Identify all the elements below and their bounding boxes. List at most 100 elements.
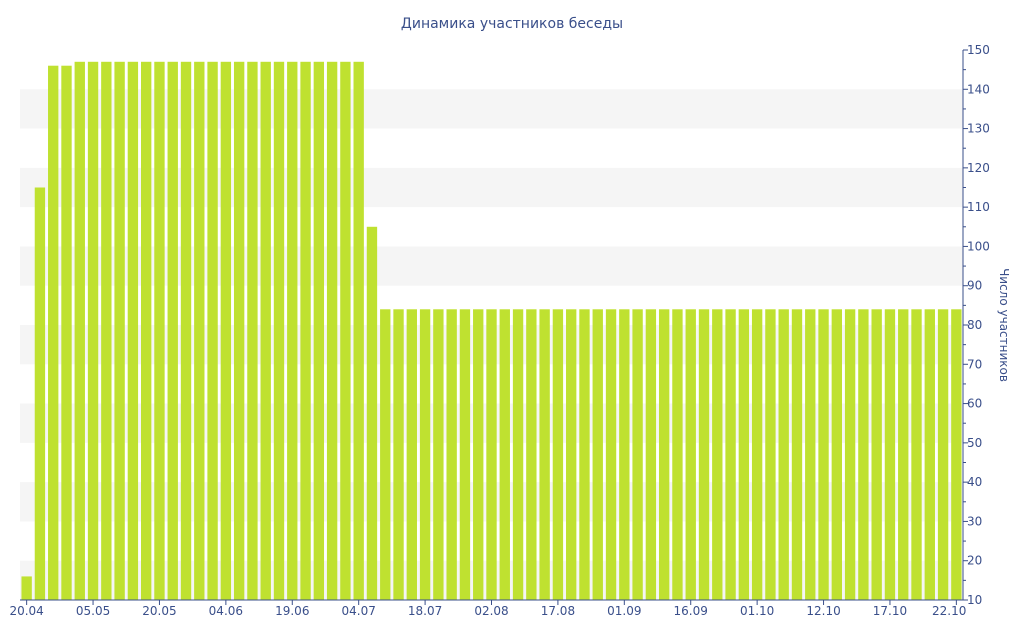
bar xyxy=(380,309,391,600)
x-tick-label: 01.09 xyxy=(607,604,641,618)
bar xyxy=(884,309,896,600)
bar xyxy=(167,61,178,601)
x-tick-label: 04.06 xyxy=(209,604,243,618)
x-tick-label: 22.10 xyxy=(932,604,966,618)
bar xyxy=(287,61,298,601)
bar xyxy=(340,61,351,601)
bar xyxy=(844,309,856,600)
bar xyxy=(459,309,471,600)
x-tick-label: 02.08 xyxy=(474,604,508,618)
bar xyxy=(61,65,72,600)
bar xyxy=(698,309,710,600)
bar xyxy=(393,309,404,600)
bar xyxy=(220,61,232,601)
y-tick-label: 20 xyxy=(967,554,982,568)
bar xyxy=(486,309,497,600)
bar xyxy=(592,309,603,600)
bar xyxy=(101,61,112,601)
bar xyxy=(831,309,842,600)
x-tick-label: 05.05 xyxy=(76,604,110,618)
y-tick-label: 100 xyxy=(967,239,990,253)
bar xyxy=(87,61,99,601)
x-axis: 20.04 05.05 20.05 04.06 19.06 04.07 18.07 02.08… xyxy=(9,599,966,618)
bar xyxy=(552,309,564,600)
bar xyxy=(605,309,617,600)
bar xyxy=(180,61,192,601)
bar xyxy=(48,65,59,600)
bar xyxy=(114,61,125,601)
y-axis: 10 20 30 40 50 60 70 80 90 100 110 120 130 140 150 xyxy=(962,43,990,607)
bar xyxy=(937,309,949,600)
bar xyxy=(738,309,750,600)
bar xyxy=(512,309,524,600)
bar xyxy=(473,309,484,600)
bar xyxy=(154,61,165,601)
bar xyxy=(406,309,417,600)
bar xyxy=(951,309,962,600)
bar xyxy=(791,309,803,600)
bar xyxy=(751,309,763,600)
x-tick-label: 04.07 xyxy=(342,604,376,618)
bar xyxy=(566,309,577,600)
bar xyxy=(273,61,285,601)
bar xyxy=(778,309,789,600)
y-tick-label: 10 xyxy=(967,593,982,607)
x-tick-label: 17.10 xyxy=(873,604,907,618)
y-tick-label: 110 xyxy=(967,200,990,214)
x-tick-label: 19.06 xyxy=(275,604,309,618)
bar xyxy=(74,61,85,601)
bar xyxy=(911,309,922,600)
chart-title: Динамика участников беседы xyxy=(401,16,623,32)
y-tick-label: 30 xyxy=(967,514,982,528)
y-tick-label: 60 xyxy=(967,397,982,411)
bar xyxy=(526,309,537,600)
y-tick-label: 130 xyxy=(967,122,990,136)
bar xyxy=(433,309,444,600)
y-tick-label: 50 xyxy=(967,436,982,450)
bar xyxy=(924,309,935,600)
bar xyxy=(632,309,643,600)
bar xyxy=(446,309,457,600)
bar xyxy=(313,61,325,601)
bar xyxy=(658,309,670,600)
bar xyxy=(619,309,630,600)
bar xyxy=(300,61,311,601)
bar xyxy=(539,309,550,600)
y-tick-label: 40 xyxy=(967,475,982,489)
bar xyxy=(672,309,683,600)
bar xyxy=(685,309,696,600)
bar xyxy=(579,309,590,600)
bar xyxy=(247,61,258,601)
bar xyxy=(207,61,218,601)
bar xyxy=(645,309,657,600)
bar xyxy=(871,309,882,600)
bar xyxy=(34,187,46,600)
y-tick-label: 150 xyxy=(967,43,990,57)
bar xyxy=(858,309,869,600)
bar xyxy=(194,61,205,601)
x-tick-label: 18.07 xyxy=(408,604,442,618)
bar xyxy=(366,226,378,601)
bar xyxy=(21,576,32,600)
bar-series xyxy=(21,61,962,601)
bar xyxy=(233,61,245,601)
bar xyxy=(898,309,909,600)
bar xyxy=(725,309,736,600)
y-tick-label: 80 xyxy=(967,318,982,332)
y-axis-label: Число участников xyxy=(997,268,1011,382)
y-tick-label: 90 xyxy=(967,279,982,293)
bar xyxy=(818,309,829,600)
x-tick-label: 20.04 xyxy=(9,604,43,618)
y-tick-label: 140 xyxy=(967,82,990,96)
bar xyxy=(805,309,816,600)
bar xyxy=(141,61,152,601)
bar xyxy=(127,61,139,601)
bar xyxy=(765,309,776,600)
bar xyxy=(712,309,723,600)
y-tick-label: 70 xyxy=(967,357,982,371)
x-tick-label: 17.08 xyxy=(541,604,575,618)
bar xyxy=(353,61,364,601)
bar xyxy=(260,61,271,601)
bar xyxy=(499,309,510,600)
